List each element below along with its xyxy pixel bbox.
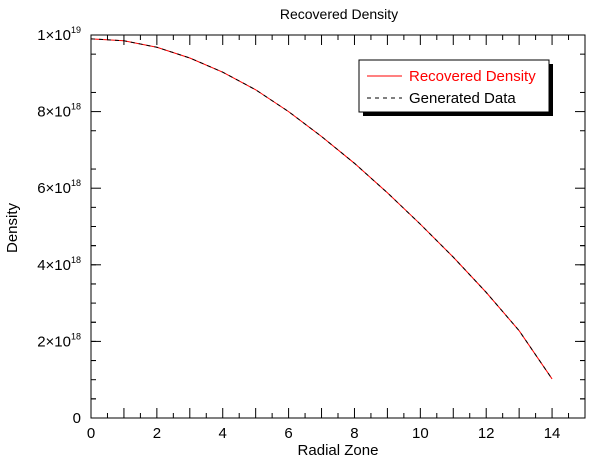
x-tick-label: 6 [284,425,292,442]
legend: Recovered Density Generated Data [358,59,553,116]
x-tick-label: 4 [219,425,227,442]
x-tick-label: 0 [87,425,95,442]
y-tick-label: 1×1019 [37,25,81,44]
series-layer [90,38,553,380]
y-tick-label: 4×1018 [37,255,81,274]
y-tick-label: 6×1018 [37,178,81,197]
y-tick-label: 8×1018 [37,102,81,121]
legend-label-recovered-density: Recovered Density [409,68,536,85]
legend-label-generated-data: Generated Data [409,90,516,107]
x-tick-label: 14 [544,425,561,442]
x-tick-label: 2 [153,425,161,442]
x-tick-label: 12 [478,425,495,442]
y-tick-label: 0 [73,410,81,427]
y-tick-labels: 0 2×1018 4×1018 6×1018 8×1018 1×1019 [37,25,81,427]
chart-title: Recovered Density [280,6,398,22]
series-line-generated-data [90,38,553,380]
x-tick-label: 8 [350,425,358,442]
x-tick-labels: 0 2 4 6 8 10 12 14 [87,425,561,442]
x-tick-label: 10 [412,425,429,442]
x-axis-label: Radial Zone [298,442,379,459]
legend-box [358,59,550,113]
y-tick-label: 2×1018 [37,331,81,350]
y-axis-label: Density [4,202,21,253]
major-ticks [90,34,585,419]
